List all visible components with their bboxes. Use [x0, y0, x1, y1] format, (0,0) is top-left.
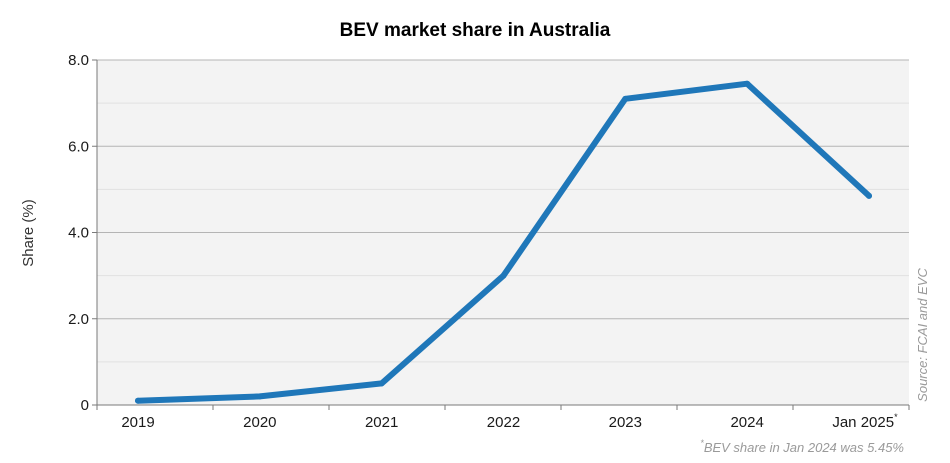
y-tick-label: 4.0: [68, 225, 89, 242]
y-axis-label: Share (%): [20, 199, 37, 267]
y-tick-label: 6.0: [68, 138, 89, 155]
footnote: *BEV share in Jan 2024 was 5.45%: [700, 438, 904, 455]
chart-title: BEV market share in Australia: [340, 20, 611, 41]
y-tick-label: 2.0: [68, 311, 89, 328]
data-point: [256, 393, 263, 400]
data-point: [865, 192, 872, 199]
footnote-marker: *: [700, 438, 704, 448]
x-tick-label: 2023: [609, 414, 642, 431]
data-point: [744, 80, 751, 87]
major-gridlines: [97, 59, 909, 320]
data-point: [135, 397, 141, 404]
x-tick-label: 2020: [243, 414, 276, 431]
y-tick-label: 0: [81, 397, 89, 414]
x-tick-label: 2024: [730, 414, 763, 431]
x-tick-label: 2021: [365, 414, 398, 431]
footnote-text: BEV share in Jan 2024 was 5.45%: [704, 440, 904, 455]
data-point: [378, 380, 385, 387]
series-group: [135, 80, 872, 404]
x-tick-label: 2019: [121, 414, 154, 431]
y-tick-label: 8.0: [68, 52, 89, 69]
y-tick-labels: 0 2.0 4.0 6.0 8.0: [68, 52, 97, 414]
x-tick-note-marker: *: [894, 412, 898, 422]
x-tick-labels: 2019 2020 2021 2022 2023 2024 Jan 2025*: [96, 405, 910, 431]
data-point: [500, 272, 507, 279]
source-note: Source: FCAI and EVC: [915, 268, 930, 402]
x-tick-label: Jan 2025*: [832, 412, 898, 431]
x-tick-label: 2022: [487, 414, 520, 431]
data-point: [622, 95, 629, 102]
